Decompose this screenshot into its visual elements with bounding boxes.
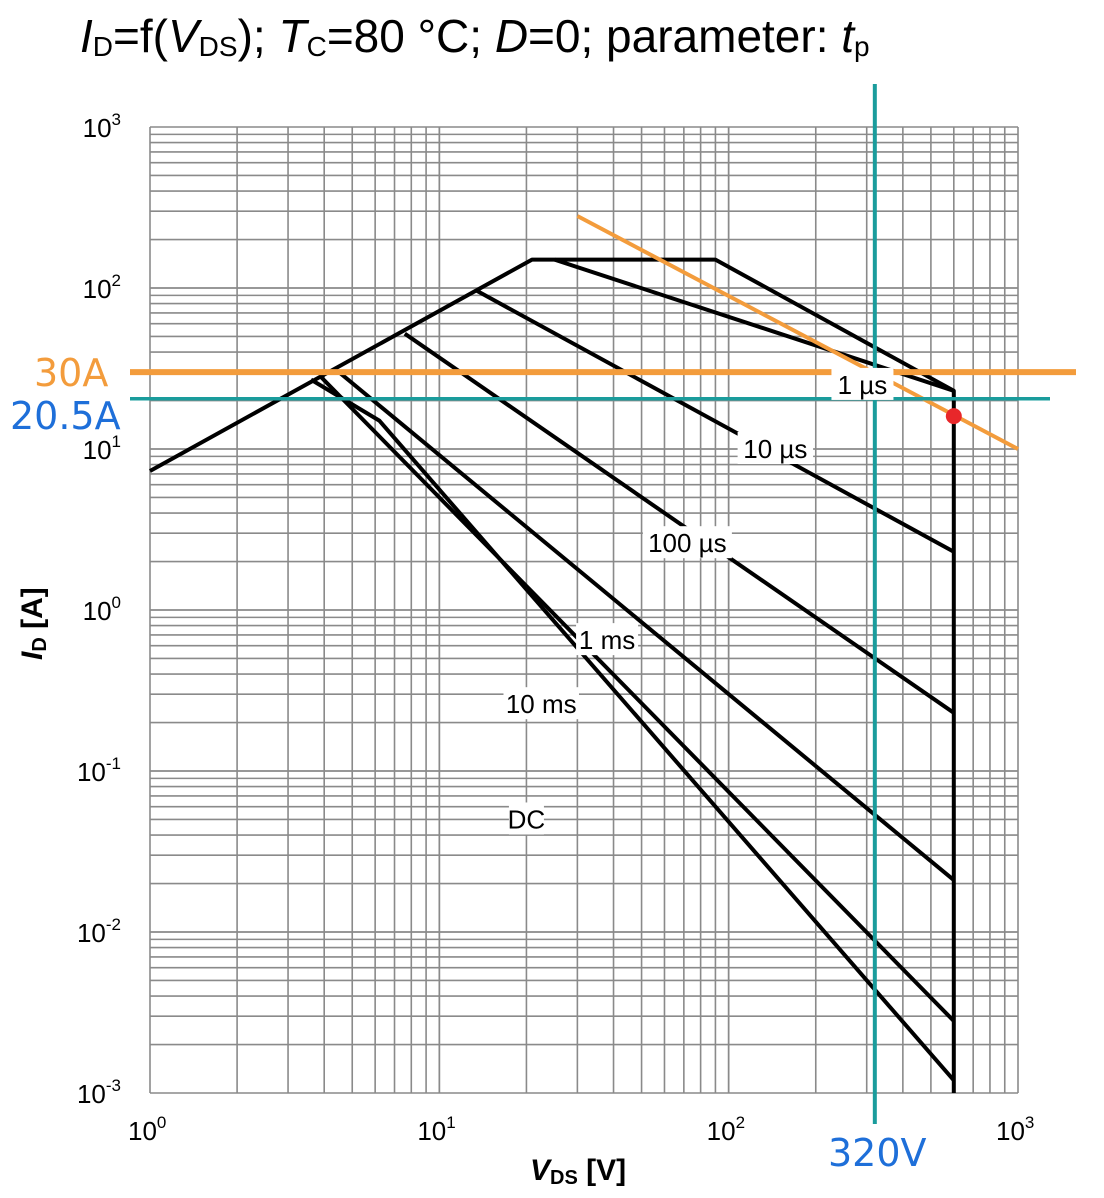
curve-label-100-µs: 100 µs <box>648 528 727 558</box>
y-axis-label: ID [A] <box>16 587 51 660</box>
y-tick-label: 102 <box>83 271 121 304</box>
curve-label-bg <box>576 623 639 656</box>
soa-boundary-line <box>149 257 956 1093</box>
curve-label-10-ms: 10 ms <box>506 689 577 719</box>
y-tick-label: 10-1 <box>77 754 121 787</box>
x-tick-label: 101 <box>417 1113 455 1146</box>
curve-label-bg <box>503 687 579 720</box>
series-line-1-ms <box>337 370 956 882</box>
label-320v: 320V <box>828 1131 927 1175</box>
axis-ticks: 100 101 102 103 103 102 101 100 10-1 10-2 10-3 <box>77 110 1034 1146</box>
y-tick-label: 10-2 <box>77 915 121 948</box>
chart-title: ID=f(VDS); TC=80 °C; D=0; parameter: tp <box>80 10 870 62</box>
y-tick-label: 10-3 <box>77 1076 121 1109</box>
curve-label-bg <box>508 802 544 835</box>
series-line-100-µs <box>403 332 955 715</box>
label-30a: 30A <box>34 351 108 395</box>
orange-limit-line <box>576 214 1019 451</box>
x-tick-label: 102 <box>707 1113 745 1146</box>
curve-label-bg <box>737 432 814 464</box>
curve-label-10-µs: 10 µs <box>743 434 807 464</box>
y-tick-label: 101 <box>83 432 121 465</box>
series-line-10-ms <box>319 375 956 1023</box>
operating-point-marker <box>945 408 962 425</box>
label-20-5a: 20.5A <box>10 394 121 438</box>
curve-label-bg <box>642 526 732 559</box>
curve-label-DC: DC <box>508 804 546 834</box>
y-tick-label: 100 <box>83 593 121 626</box>
curve-label-1-µs: 1 µs <box>838 370 888 400</box>
curve-labels: 1 µs 10 µs 100 µs 1 ms 10 ms DC <box>503 367 894 835</box>
plot-grid <box>149 126 1019 1094</box>
x-tick-label: 100 <box>128 1113 166 1146</box>
x-tick-label: 103 <box>996 1113 1034 1146</box>
x-axis-label: VDS [V] <box>530 1154 626 1189</box>
curve-label-bg <box>831 367 894 400</box>
series-line-DC <box>309 377 956 1082</box>
curve-label-1-ms: 1 ms <box>579 625 635 655</box>
y-tick-label: 103 <box>83 110 121 143</box>
